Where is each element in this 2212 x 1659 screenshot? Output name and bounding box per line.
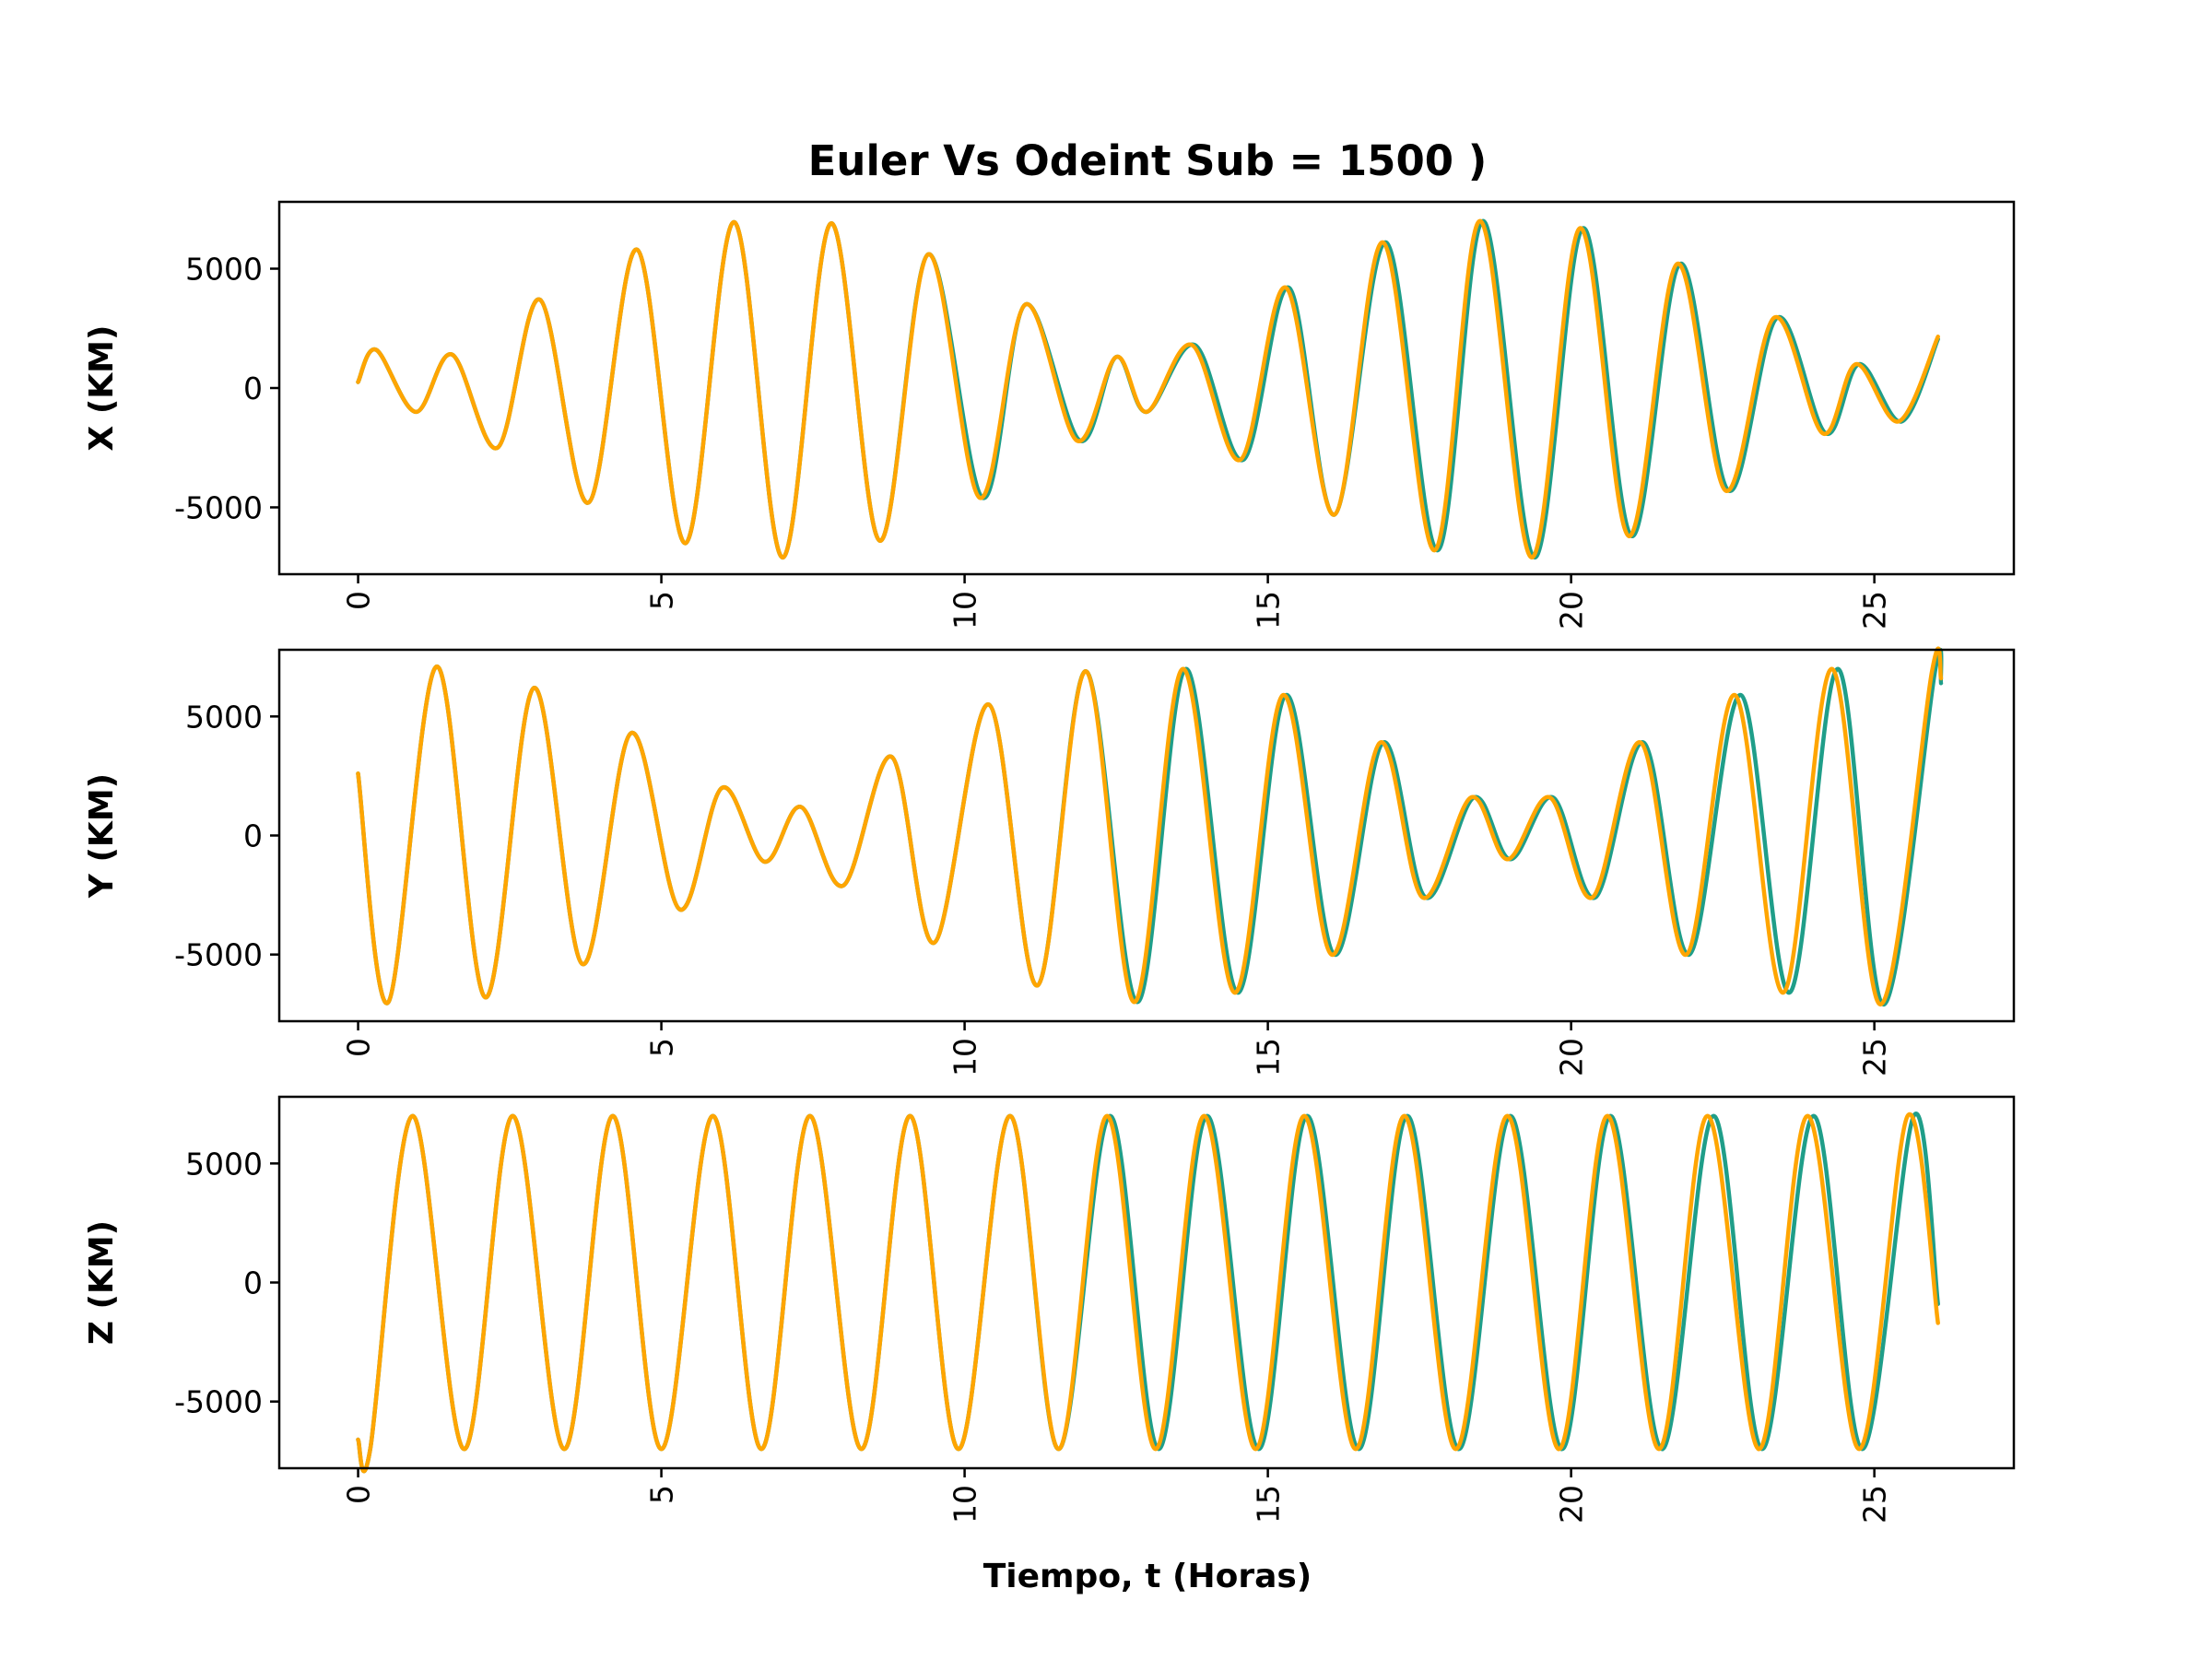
series-line-1-odeint — [356, 218, 1940, 560]
series-line-2-odeint — [356, 648, 1944, 1007]
x-tick-label: 20 — [1554, 591, 1590, 629]
y-axis-label: X (KM) — [83, 325, 121, 452]
y-axis-label: Z (KM) — [83, 1220, 121, 1345]
y-tick-label: -5000 — [174, 1384, 263, 1420]
subplot-1: 5000 0 -5000 0 5 10 15 20 25 X (KM) — [83, 200, 2016, 629]
x-tick-label: 0 — [341, 1038, 377, 1057]
x-tick-label: 25 — [1857, 1038, 1893, 1077]
x-tick-label: 15 — [1251, 1485, 1287, 1524]
y-tick-label: -5000 — [174, 937, 263, 973]
y-tick-label: 0 — [243, 1265, 263, 1301]
x-tick-label: 5 — [644, 1485, 680, 1504]
y-tick-label: 5000 — [185, 699, 263, 735]
y-tick-label: 0 — [243, 371, 263, 406]
x-tick-label: 20 — [1554, 1038, 1590, 1077]
x-tick-label: 25 — [1857, 591, 1893, 629]
x-tick-label: 15 — [1251, 1038, 1287, 1077]
subplots: 5000 0 -5000 0 5 10 15 20 25 X (KM) 5000 0 -5000 0 5 10… — [83, 200, 2016, 1524]
x-axis-label: Tiempo, t (Horas) — [983, 1558, 1312, 1595]
y-tick-label: -5000 — [174, 489, 263, 525]
x-tick-label: 0 — [341, 1485, 377, 1504]
subplot-2: 5000 0 -5000 0 5 10 15 20 25 Y (KM) — [83, 646, 2016, 1077]
x-tick-label: 10 — [947, 591, 983, 629]
series-line-1-euler — [356, 218, 1940, 560]
y-tick-label: 5000 — [185, 252, 263, 288]
x-tick-label: 25 — [1857, 1485, 1893, 1524]
chart-title: Euler Vs Odeint Sub = 1500 ) — [808, 136, 1488, 185]
x-tick-label: 10 — [947, 1485, 983, 1524]
x-tick-label: 5 — [644, 1038, 680, 1057]
subplot-3: 5000 0 -5000 0 5 10 15 20 25 Z (KM) — [83, 1095, 2016, 1524]
x-tick-label: 5 — [644, 591, 680, 610]
series-line-2-euler — [356, 646, 1944, 1007]
x-tick-label: 10 — [947, 1038, 983, 1077]
y-tick-label: 0 — [243, 818, 263, 854]
series-line-3-euler — [356, 1112, 1940, 1474]
x-tick-label: 15 — [1251, 591, 1287, 629]
x-tick-label: 20 — [1554, 1485, 1590, 1524]
y-axis-label: Y (KM) — [83, 773, 121, 899]
y-tick-label: 5000 — [185, 1146, 263, 1182]
x-tick-label: 0 — [341, 591, 377, 610]
